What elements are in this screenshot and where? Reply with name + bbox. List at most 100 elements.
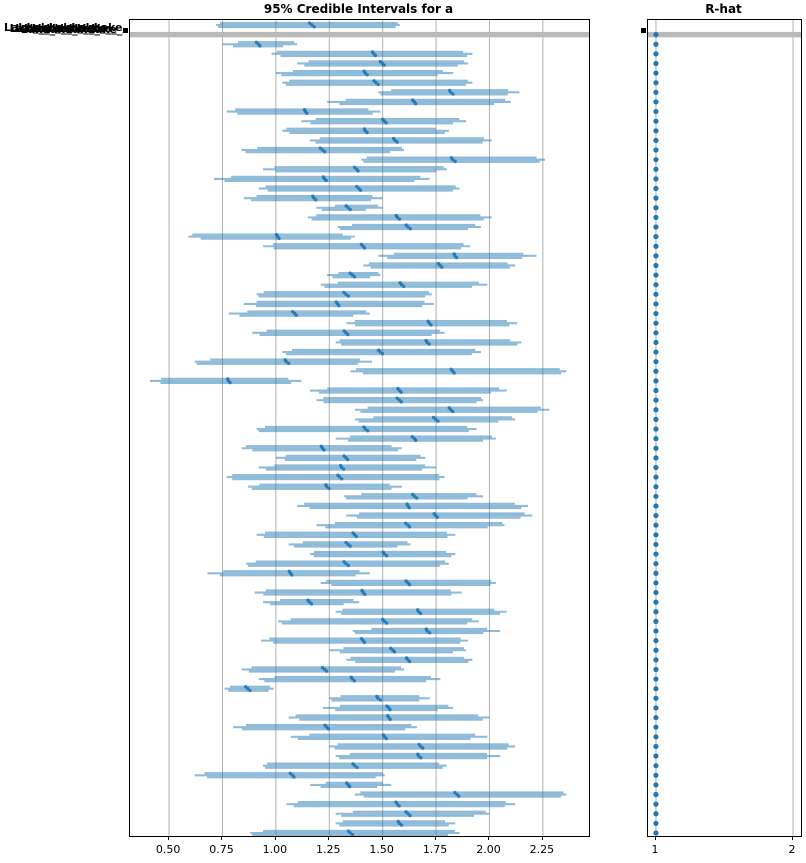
gray-band xyxy=(130,31,589,38)
ytick-label-overlapped: Lake_ xyxy=(54,21,89,35)
posterior-mean-marker xyxy=(419,756,423,760)
overlapping-ytick-labels: Lake_ Lake_ Lake_ Lake_ Lake_ Lake_ Lake_ Lake_… xyxy=(4,21,123,36)
posterior-mean-marker xyxy=(290,573,294,577)
left-xtick-mark xyxy=(488,836,490,840)
posterior-mean-marker xyxy=(421,746,425,750)
ytick-label-overlapped: Lake_ xyxy=(15,22,50,36)
left-xtick-mark xyxy=(435,836,437,840)
left-xtick-label: 1.00 xyxy=(262,843,288,856)
posterior-mean-marker xyxy=(352,679,357,683)
posterior-mean-marker xyxy=(356,169,360,173)
posterior-mean-marker xyxy=(388,717,392,721)
posterior-mean-marker xyxy=(384,621,389,625)
posterior-mean-marker xyxy=(365,130,369,135)
rhat-point xyxy=(653,724,659,730)
rhat-point xyxy=(653,618,659,624)
rhat-point xyxy=(653,41,659,47)
posterior-mean-marker xyxy=(277,236,281,241)
posterior-mean-marker xyxy=(362,640,367,645)
rhat-point xyxy=(653,224,659,230)
posterior-mean-marker xyxy=(309,602,314,606)
posterior-mean-marker xyxy=(407,525,412,529)
rhat-svg xyxy=(648,20,801,836)
posterior-mean-marker xyxy=(384,736,388,741)
posterior-mean-marker xyxy=(312,25,316,29)
ytick-label-overlapped: Lake_ xyxy=(43,23,78,36)
rhat-point xyxy=(653,676,659,682)
left-xtick-mark xyxy=(541,836,543,840)
rhat-point xyxy=(653,70,659,76)
right-xtick-mark xyxy=(654,836,656,840)
posterior-mean-marker xyxy=(294,313,298,317)
rhat-point xyxy=(653,666,659,673)
rhat-point xyxy=(653,628,659,634)
rhat-point xyxy=(653,368,659,374)
posterior-mean-marker xyxy=(452,371,456,375)
rhat-point xyxy=(653,330,659,336)
posterior-mean-marker xyxy=(365,429,370,433)
posterior-mean-marker xyxy=(388,707,392,712)
rhat-point xyxy=(653,522,659,528)
rhat-point xyxy=(653,416,659,422)
posterior-mean-marker xyxy=(399,390,403,394)
rhat-point xyxy=(653,714,659,721)
gray-band xyxy=(648,31,801,38)
right-xtick-mark xyxy=(792,836,794,840)
rhat-point xyxy=(653,157,659,163)
ytick-label-overlapped: Lake_ xyxy=(9,21,45,35)
rhat-point xyxy=(653,493,659,499)
posterior-mean-marker xyxy=(435,515,439,519)
rhat-point xyxy=(653,484,659,490)
posterior-mean-marker xyxy=(399,823,404,827)
ytick-label-overlapped: Lake_ xyxy=(65,23,101,36)
posterior-mean-marker xyxy=(399,400,403,404)
rhat-point xyxy=(653,234,659,240)
right-ytick-mark xyxy=(641,28,646,33)
ytick-label-overlapped: Lake_ xyxy=(32,21,67,35)
rhat-point xyxy=(653,734,659,740)
rhat-point xyxy=(653,782,659,788)
rhat-point xyxy=(653,801,659,807)
rhat-point xyxy=(653,455,659,461)
left-xtick-label: 0.75 xyxy=(209,843,234,856)
rhat-point xyxy=(653,811,659,817)
rhat-point xyxy=(653,686,659,692)
ytick-label-overlapped: Lake_ xyxy=(76,21,112,35)
rhat-point xyxy=(653,137,659,144)
posterior-mean-marker xyxy=(310,23,314,27)
posterior-mean-marker xyxy=(457,794,461,798)
posterior-mean-marker xyxy=(258,44,262,48)
rhat-point xyxy=(653,426,659,432)
posterior-mean-marker xyxy=(454,255,459,260)
rhat-point xyxy=(653,89,659,95)
posterior-mean-marker xyxy=(407,659,412,664)
left-xtick-mark xyxy=(328,836,330,840)
credible-intervals-plot xyxy=(129,19,590,837)
rhat-point xyxy=(653,291,659,297)
posterior-mean-marker xyxy=(228,380,232,385)
posterior-mean-marker xyxy=(397,217,402,221)
posterior-mean-marker xyxy=(348,831,352,835)
posterior-mean-marker xyxy=(453,159,457,164)
rhat-point xyxy=(653,185,659,192)
left-plot-title: 95% Credible Intervals for a xyxy=(263,2,454,16)
posterior-mean-marker xyxy=(346,563,351,568)
left-xtick-mark xyxy=(274,836,276,840)
rhat-point xyxy=(653,609,659,615)
left-xtick-label: 0.50 xyxy=(155,843,181,856)
ytick-label-overlapped: Lake_ xyxy=(37,22,73,36)
posterior-mean-marker xyxy=(418,611,423,616)
rhat-point xyxy=(653,118,659,124)
posterior-mean-marker xyxy=(451,157,455,162)
rhat-point xyxy=(653,282,659,288)
posterior-mean-marker xyxy=(384,121,388,125)
rhat-point xyxy=(653,205,659,211)
ytick-label-overlapped: Lake_ xyxy=(82,22,117,36)
rhat-point xyxy=(653,51,659,57)
rhat-point xyxy=(653,791,659,798)
posterior-mean-marker xyxy=(352,763,357,768)
posterior-mean-marker xyxy=(408,227,413,231)
rhat-point xyxy=(653,657,659,663)
posterior-mean-marker xyxy=(341,467,346,471)
ytick-label-overlapped: Lake_ xyxy=(26,21,61,34)
